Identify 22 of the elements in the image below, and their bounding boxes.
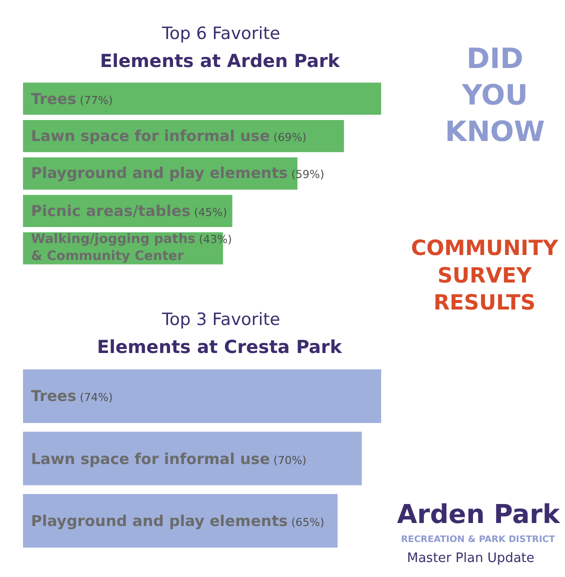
- text: Arden Park: [397, 500, 560, 530]
- text: DID YOU KNOW: [445, 42, 545, 148]
- bar: [23, 82, 382, 115]
- category-label: Walking/jogging paths & Community Center: [31, 232, 196, 264]
- category-label: Picnic areas/tables: [31, 202, 190, 220]
- data-label: (70%): [270, 454, 306, 467]
- chart-title: Top 6 Favorite Elements at Arden Park: [100, 24, 341, 72]
- category-label: Trees: [31, 387, 76, 405]
- category-label: Lawn space for informal use: [31, 450, 270, 468]
- data-label: (45%): [190, 206, 227, 219]
- category-label: Playground and play elements: [31, 164, 288, 182]
- data-label: (69%): [270, 131, 306, 144]
- chart-title: Top 3 Favorite Elements at Cresta Park: [97, 310, 343, 358]
- data-label: (65%): [288, 516, 324, 529]
- category-label: Playground and play elements: [31, 512, 288, 530]
- data-label: (77%): [76, 94, 113, 107]
- text: RECREATION & PARK DISTRICT: [401, 535, 556, 545]
- category-label: Trees: [31, 90, 76, 108]
- text: Master Plan Update: [407, 551, 534, 566]
- data-label: (74%): [76, 391, 113, 404]
- category-label: Lawn space for informal use: [31, 127, 270, 145]
- text: COMMUNITY SURVEY RESULTS: [411, 236, 559, 315]
